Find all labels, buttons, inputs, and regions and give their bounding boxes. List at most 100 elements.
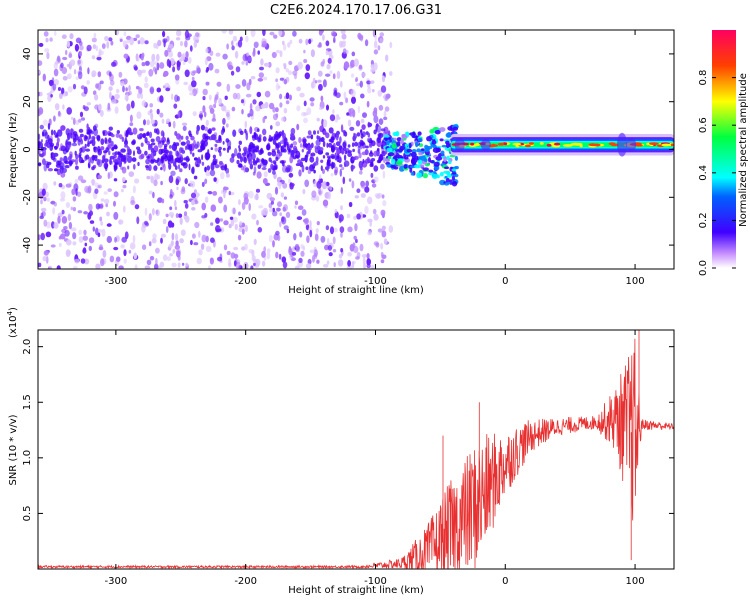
spectrogram-speckle-center [55,163,61,168]
spectrogram-speckle-center [290,127,296,135]
spectrogram-speckle [129,37,135,46]
spectrogram-speckle [316,117,320,122]
spectrogram-speckle-center [46,163,50,169]
spectrogram-speckle [132,235,136,243]
spectrogram-speckle [168,212,175,217]
spectrogram-speckle [54,30,57,36]
spectrogram-speckle-center [197,156,201,163]
spectrogram-speckle-center [175,157,181,163]
spectrogram-blob [626,137,637,152]
spectrogram-speckle-center [169,157,174,164]
spectrogram-speckle [257,128,260,133]
spectrogram-speckle [320,159,324,163]
spectrogram-speckle [40,212,44,217]
snr-unit-exp: 4 [6,310,14,315]
spectrogram-speckle-center [213,134,217,141]
spectrogram-speckle [239,221,243,226]
spectrogram-speckle [80,258,86,264]
spectrogram-speckle-center [353,132,356,137]
spectrogram-speckle [288,60,293,66]
spectrogram-speckle [271,51,277,59]
spectrogram-speckle [108,71,112,77]
spectrogram-speckle [89,220,95,224]
spectrogram-speckle [190,135,195,141]
spectrogram-speckle [113,200,116,207]
spectrogram-speckle [181,186,186,192]
spectrogram-speckle [97,174,102,180]
spectrogram-speckle [213,103,217,109]
spectrogram-speckle [100,146,105,151]
spectrogram-speckle-center [162,140,165,145]
spectrogram-speckle [347,226,353,233]
spectrogram-speckle [241,222,245,228]
spectrogram-speckle [275,107,279,113]
spectrogram-transition-speckle [390,158,396,165]
spectrogram-speckle [340,80,343,88]
spectrogram-speckle [373,213,379,221]
spectrogram-speckle [179,217,183,225]
spectrogram-speckle [144,60,150,66]
spectrogram-transition-speckle [434,127,439,131]
spectrogram-speckle [165,87,171,92]
spectrogram-speckle [283,107,288,114]
spectrogram-speckle-center [186,139,191,146]
spectrogram-speckle [383,238,388,245]
spectrogram-speckle [216,81,222,87]
spectrogram-transition-speckle [433,161,440,167]
spectrogram-speckle [279,212,283,217]
spectrogram-speckle [262,30,266,36]
spectrogram-speckle [70,227,77,232]
spectrogram-speckle [248,249,254,254]
spectrogram-speckle-center [327,156,331,164]
spectrogram-blob [454,137,465,152]
spectrogram-speckle [156,53,160,62]
spectrogram-speckle-center [347,152,353,157]
spectrogram-speckle [357,32,362,40]
spectrogram-speckle [148,213,152,221]
spectrogram-speckle [340,42,346,48]
spectrogram-speckle-center [132,139,136,145]
spectrogram-speckle [225,109,231,114]
spectrogram-speckle-center [248,149,252,155]
spectrogram-speckle [361,254,367,258]
spectrogram-speckle [258,72,264,78]
spectrogram-speckle [74,178,79,184]
spectrogram-speckle [104,35,109,42]
spectrogram-speckle [107,188,112,193]
spectrogram-speckle [255,105,261,112]
spectrogram-speckle [253,41,260,48]
spectrogram-speckle [62,93,67,97]
spectrogram-speckle-center [125,129,130,135]
spectrogram-speckle [207,265,212,269]
spectrogram-transition-speckle [444,166,450,170]
spectrogram-speckle [53,202,57,207]
colorbar-gradient [712,30,736,268]
spectrogram-speckle [241,108,244,115]
spectrogram-transition-speckle [417,131,422,136]
spectrogram-speckle [379,37,384,44]
spectrogram-speckle [205,171,211,177]
spectrogram-speckle-center [368,152,374,157]
spectrogram-speckle [240,99,245,104]
spectrogram-speckle [289,94,292,101]
spectrogram-speckle [161,198,165,204]
spectrogram-speckle-center [307,144,313,151]
spectrogram-speckle [138,73,142,78]
spectrogram-speckle [255,188,261,193]
spectrogram-speckle [241,202,246,210]
spectrogram-speckle [152,233,157,239]
spectrogram-speckle-center [322,155,326,159]
spectrogram-speckle [137,40,141,45]
spectrogram-speckle-center [180,154,183,161]
spectrogram-speckle [292,141,298,146]
spectrogram-speckle [139,37,145,45]
spectrogram-speckle-center [145,165,149,168]
spectrogram-speckle [50,244,56,248]
spectrogram-speckle [49,37,53,42]
spectrogram-speckle [272,240,275,248]
spectrogram-speckle [174,94,179,103]
spectrogram-speckle [170,93,174,100]
spectrogram-speckle [83,211,88,215]
spectrogram-speckle-center [109,155,115,160]
